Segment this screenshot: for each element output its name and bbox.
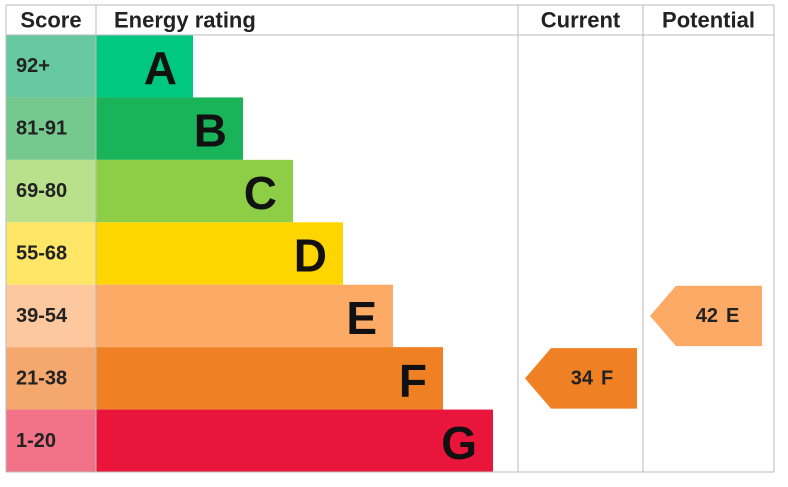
header-current: Current <box>541 8 621 33</box>
score-cell <box>6 347 96 410</box>
band-bar <box>96 222 343 285</box>
band-letter: F <box>399 354 427 406</box>
header-potential: Potential <box>662 8 755 33</box>
band-bar <box>96 97 243 160</box>
band-bar <box>96 159 293 223</box>
score-cell <box>6 222 96 285</box>
score-cell <box>6 97 96 160</box>
score-cell <box>6 35 96 98</box>
current-rating: F <box>601 367 613 389</box>
potential-value: 42 <box>696 305 718 327</box>
score-cell <box>6 409 96 472</box>
current-arrow <box>525 348 637 409</box>
potential-arrow <box>650 285 762 347</box>
band-letter: A <box>144 42 177 94</box>
score-label: 81-91 <box>16 118 67 140</box>
score-label: 92+ <box>16 55 50 77</box>
score-label: 39-54 <box>16 305 68 327</box>
score-cell <box>6 159 96 223</box>
band-bar <box>96 35 193 98</box>
band-letter: E <box>346 292 377 344</box>
band-bar <box>96 284 393 348</box>
score-label: 1-20 <box>16 430 56 452</box>
band-letter: B <box>194 105 227 157</box>
score-label: 21-38 <box>16 367 67 389</box>
score-cell <box>6 284 96 348</box>
score-label: 69-80 <box>16 180 67 202</box>
header-score: Score <box>20 8 81 33</box>
band-letter: C <box>244 167 277 219</box>
band-bar <box>96 347 443 410</box>
current-value: 34 <box>571 367 594 389</box>
band-letter: G <box>441 417 477 469</box>
band-bar <box>96 409 493 472</box>
header-rating: Energy rating <box>114 8 256 33</box>
potential-rating: E <box>726 305 739 327</box>
score-label: 55-68 <box>16 243 67 265</box>
band-letter: D <box>294 230 327 282</box>
